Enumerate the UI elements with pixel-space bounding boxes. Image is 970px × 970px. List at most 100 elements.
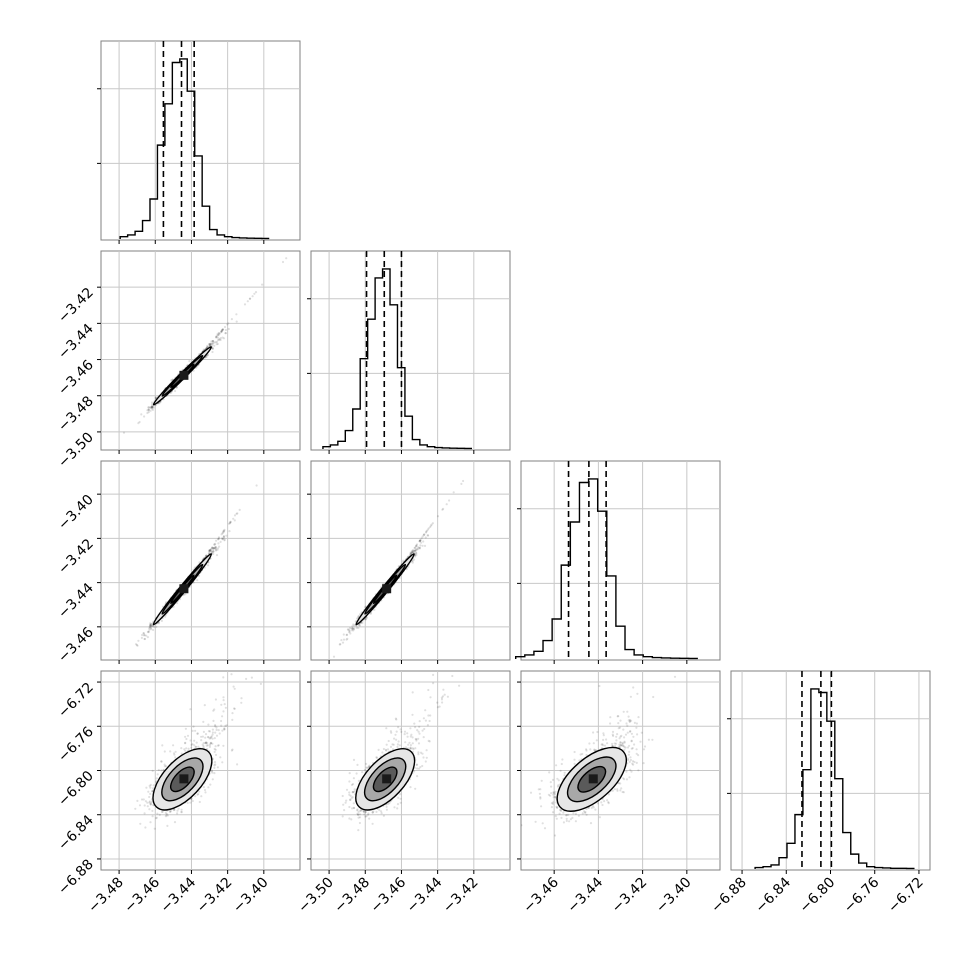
sample-point [281, 260, 285, 264]
sample-point [348, 630, 351, 633]
sample-point [355, 626, 358, 629]
sample-point [345, 633, 349, 636]
sample-point [373, 608, 376, 611]
sample-point [342, 638, 346, 641]
sample-point [214, 545, 217, 549]
sample-point [208, 550, 211, 553]
sample-point [210, 550, 213, 553]
sample-point [224, 332, 227, 335]
sample-point [355, 624, 358, 627]
sample-point [194, 729, 197, 732]
sample-point [138, 420, 141, 424]
sample-point [189, 708, 192, 711]
sample-point [436, 515, 440, 518]
sample-point [190, 743, 193, 746]
sample-point [411, 549, 414, 552]
sample-point [350, 629, 354, 632]
sample-point [176, 602, 179, 605]
sample-point [339, 643, 342, 646]
sample-point [216, 766, 219, 769]
sample-point [160, 760, 163, 763]
sample-point [153, 625, 156, 628]
sample-point [253, 292, 256, 295]
sample-point [214, 542, 217, 545]
sample-point [212, 550, 215, 553]
sample-point [190, 797, 193, 801]
sample-point [136, 644, 139, 647]
sample-point [211, 347, 214, 350]
sample-point [419, 544, 422, 547]
sample-point [212, 552, 215, 556]
sample-point [249, 297, 252, 300]
scatter-panel-1-0: −3.50−3.48−3.46−3.44−3.42 [55, 250, 301, 471]
sample-point [220, 329, 223, 332]
sample-point [151, 405, 154, 408]
sample-point [219, 337, 222, 340]
sample-point [150, 626, 153, 630]
sample-point [414, 549, 417, 552]
sample-point [186, 734, 190, 737]
hist-panel-3: −6.88 −6.84 −6.80 −6.76 −6.72 [708, 670, 931, 916]
sample-point [220, 330, 223, 333]
sample-point [152, 406, 155, 409]
sample-point [425, 530, 428, 533]
y-tick-label: −3.46 [55, 624, 97, 666]
sample-point [169, 750, 172, 753]
sample-point [222, 536, 225, 539]
sample-point [452, 491, 455, 494]
sample-point [242, 666, 244, 668]
sample-point [353, 624, 356, 627]
sample-point [212, 550, 215, 553]
sample-point [215, 340, 219, 344]
sample-point [208, 342, 211, 346]
sample-point [222, 535, 225, 538]
sample-point [217, 729, 220, 732]
sample-point [356, 617, 359, 620]
sample-point [209, 342, 212, 345]
sample-point [202, 786, 205, 789]
sample-point [248, 297, 251, 300]
sample-point [198, 790, 201, 793]
sample-point [357, 624, 361, 627]
sample-point [150, 407, 154, 410]
sample-point [149, 624, 152, 627]
sample-point [160, 619, 163, 622]
sample-point [208, 343, 211, 346]
sample-point [206, 742, 209, 745]
sample-point [147, 409, 150, 412]
sample-point [369, 612, 372, 615]
sample-point [222, 337, 226, 340]
sample-point [209, 549, 212, 552]
sample-point [227, 322, 230, 325]
sample-point [138, 804, 142, 807]
sample-point [155, 777, 158, 780]
sample-point [206, 346, 209, 349]
sample-point [418, 540, 421, 543]
sample-point [430, 523, 433, 526]
sample-point [210, 769, 213, 772]
sample-point [211, 340, 214, 343]
sample-point [427, 534, 430, 537]
sample-point [215, 343, 218, 346]
sample-point [197, 792, 200, 796]
sample-point [207, 552, 210, 555]
sample-point [149, 624, 152, 627]
sample-point [214, 731, 217, 734]
panel-frame [100, 460, 301, 661]
sample-point [240, 701, 243, 704]
sample-point [429, 525, 432, 529]
sample-point [150, 405, 153, 408]
sample-point [204, 741, 207, 744]
sample-point [235, 512, 238, 515]
sample-point [147, 630, 150, 633]
sample-point [221, 537, 224, 540]
sample-point [261, 283, 264, 286]
sample-point [410, 551, 413, 554]
sample-point [150, 623, 153, 626]
sample-point [246, 300, 249, 303]
sample-point [221, 328, 224, 331]
sample-point [160, 769, 163, 772]
sample-point [357, 626, 360, 630]
sample-point [145, 786, 148, 789]
